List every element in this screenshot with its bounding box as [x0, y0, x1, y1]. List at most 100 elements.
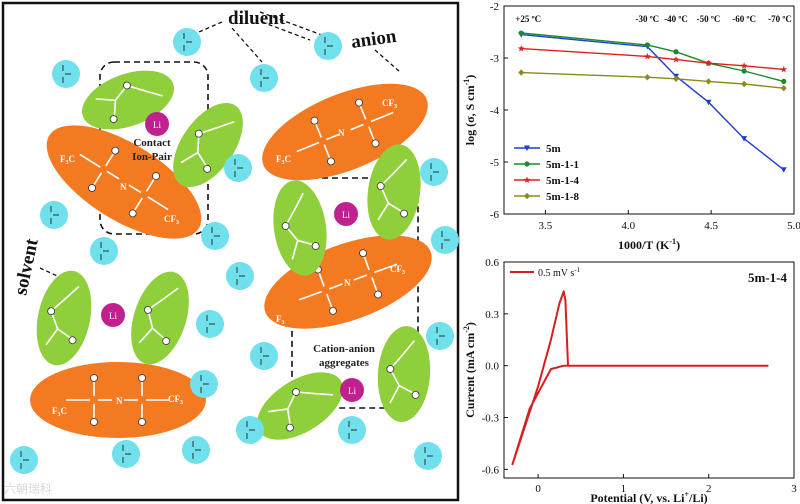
conductivity-x-axis-label: 1000/T (K-1)	[618, 237, 680, 252]
data-point-5m-1-1	[644, 42, 650, 48]
data-point-5m-1-4	[517, 45, 525, 52]
cv-legend-label: 0.5 mV s-1	[538, 266, 581, 279]
atom-n: N	[338, 128, 345, 138]
conductivity-x-ticks: 3.5 4.0 4.5 5.0	[539, 210, 800, 232]
data-point-5m-1-4	[705, 59, 712, 67]
data-point-5m-1-8	[705, 78, 712, 85]
atom-f3c-sub: 3	[66, 160, 69, 166]
y-tick-label: -0.3	[482, 413, 500, 425]
cv-plot-frame	[503, 261, 795, 479]
x-tick-label: 3	[791, 483, 797, 495]
series-line-5m-1-4	[521, 47, 784, 71]
li-ion: Li	[334, 202, 358, 226]
atom-cf3-sub: 3	[394, 104, 397, 110]
svg-text:F3: F3	[276, 314, 285, 326]
y-tick-label: 0.0	[485, 361, 499, 373]
data-point-5m-1-8	[741, 80, 748, 88]
conductivity-temperature-labels: +25 ºC -30 ºC -40 ºC -50 ºC -60 ºC -70 ºC	[515, 14, 792, 24]
cv-y-axis-label: Current (mA cm-2)	[462, 322, 477, 418]
temperature-label: -30 ºC	[635, 14, 659, 24]
cv-x-ticks: 0 1 2 3	[535, 474, 797, 495]
atom-n: N	[120, 182, 127, 192]
data-point-5m-1-4	[740, 62, 748, 69]
temperature-label: -60 ºC	[732, 14, 756, 24]
data-point-5m	[780, 167, 787, 173]
data-point-5m-1-4	[780, 65, 788, 73]
svg-text:F3C: F3C	[276, 154, 291, 166]
watermark: 六朝瑞科	[4, 482, 53, 496]
data-point-5m-1-4	[643, 52, 651, 60]
contact-ion-pair-label-1: Contact	[133, 137, 171, 149]
cv-legend: 0.5 mV s-1	[510, 266, 581, 279]
x-tick-label: 4.0	[621, 220, 635, 232]
atom-cf3-sub: 3	[402, 270, 405, 276]
y-tick-label: -5	[490, 157, 500, 169]
x-tick-label: 5.0	[787, 220, 800, 232]
anion-atom-labels: CF3 F3C N F3C CF3 N CF3 F3 N F3C CF3 N	[52, 98, 405, 418]
legend-marker	[524, 161, 530, 167]
data-point-5m-1-1	[518, 30, 524, 36]
svg-text:F3C: F3C	[52, 406, 67, 418]
atom-f3c-f: F	[276, 314, 282, 324]
li-ion: Li	[101, 303, 125, 327]
aggregate-label-2: aggregates	[319, 357, 370, 369]
atom-n: N	[116, 396, 123, 406]
svg-text:F3C: F3C	[60, 154, 75, 166]
atom-cf3-sub: 3	[180, 400, 183, 406]
y-tick-label: -0.6	[482, 464, 500, 476]
series-line-5m	[521, 33, 785, 171]
conductivity-legend: 5m 5m-1-1 5m-1-4 5m-1-8	[514, 143, 579, 203]
x-tick-label: 3.5	[539, 220, 553, 232]
data-point-5m-1-8	[644, 74, 651, 81]
legend-label: 5m-1-1	[546, 159, 579, 171]
conductivity-series	[517, 30, 788, 173]
temperature-label: -40 ºC	[664, 14, 688, 24]
data-point-5m-1-8	[673, 75, 680, 82]
atom-f3c-sub: 3	[282, 320, 285, 326]
cv-x-axis-label: Potential (V, vs. Li+/Li)	[590, 490, 707, 504]
svg-text:CF3: CF3	[164, 214, 179, 226]
y-tick-label: -4	[490, 105, 500, 117]
atom-f3c-f: F	[52, 406, 58, 416]
atom-f3c-sub: 3	[282, 160, 285, 166]
legend-marker	[524, 145, 530, 151]
x-tick-label: 4.5	[704, 220, 718, 232]
atom-f3c-c: C	[61, 406, 68, 416]
data-point-5m	[705, 99, 712, 106]
conductivity-chart: 3.5 4.0 4.5 5.0 -2 -3 -4 -5 -6 +25 ºC -30 ºC -40 …	[462, 1, 800, 252]
li-label: Li	[348, 386, 356, 396]
series-line-5m-1-1	[521, 32, 784, 83]
svg-text:CF3: CF3	[168, 394, 183, 406]
legend-label: 5m	[546, 143, 561, 155]
data-point-5m-1-8	[518, 69, 525, 76]
svg-text:CF3: CF3	[382, 98, 397, 110]
solvation-scheme: CF3 F3C N F3C CF3 N CF3 F3 N F3C CF3 N L…	[1, 1, 460, 502]
li-ion: Li	[145, 112, 169, 136]
atom-f3c-f: F	[276, 154, 282, 164]
conductivity-y-axis-label: log (σ, S cm-1)	[462, 75, 477, 146]
data-point-5m-1-1	[673, 49, 679, 55]
atom-cf3: CF	[382, 98, 394, 108]
atom-cf3: CF	[164, 214, 176, 224]
cv-chart-title: 5m-1-4	[748, 270, 787, 285]
li-ion: Li	[340, 378, 364, 402]
legend-label: 5m-1-8	[546, 191, 579, 203]
li-label: Li	[342, 210, 350, 220]
cv-curve	[511, 290, 769, 466]
temperature-label: +25 ºC	[515, 14, 541, 24]
legend-label: 5m-1-4	[546, 175, 579, 187]
series-line-5m-1-8	[521, 71, 784, 89]
cv-y-ticks: 0.6 0.3 0.0 -0.3 -0.6	[482, 257, 508, 476]
y-tick-label: -3	[490, 53, 500, 65]
li-label: Li	[109, 311, 117, 321]
li-label: Li	[153, 120, 161, 130]
data-point-5m	[741, 136, 748, 142]
x-tick-label: 2	[706, 483, 712, 495]
y-tick-label: -2	[490, 1, 499, 13]
y-tick-label: -6	[490, 209, 500, 221]
x-tick-label: 1	[621, 483, 627, 495]
data-point-5m-1-1	[741, 68, 747, 74]
cv-series	[511, 290, 769, 466]
legend-marker	[523, 176, 531, 183]
contact-ion-pair-label-2: Ion-Pair	[132, 151, 172, 163]
